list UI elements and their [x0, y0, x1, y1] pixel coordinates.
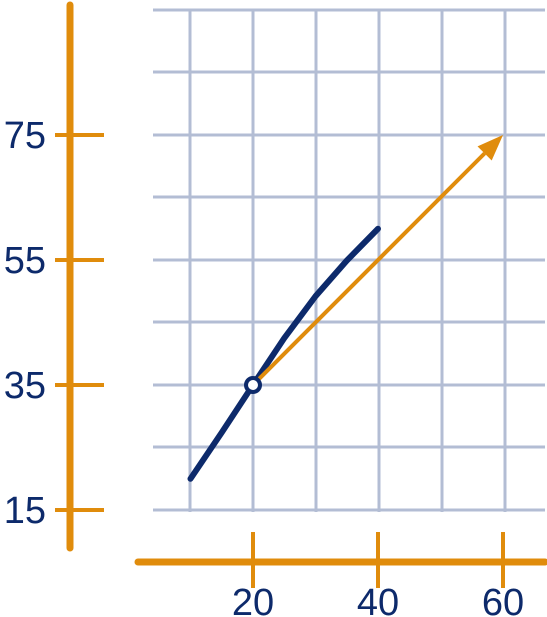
- x-ticks: 20 40 60: [232, 532, 524, 617]
- y-tick-label: 55: [4, 240, 46, 282]
- y-ticks: 75 55 35 15: [4, 115, 104, 532]
- grid: [153, 8, 545, 512]
- x-tick-label: 40: [357, 582, 399, 617]
- axes: [66, 1, 547, 566]
- arrow-head: [477, 135, 503, 161]
- arrow-line: [251, 151, 487, 387]
- y-tick-label: 75: [4, 115, 46, 157]
- series-layer: [187, 135, 503, 482]
- tangent-point: [244, 376, 262, 394]
- y-tick-label: 15: [4, 490, 46, 532]
- x-tick-label: 20: [232, 582, 274, 617]
- y-tick-label: 35: [4, 365, 46, 407]
- x-tick-label: 60: [482, 582, 524, 617]
- curve-line: [187, 225, 381, 482]
